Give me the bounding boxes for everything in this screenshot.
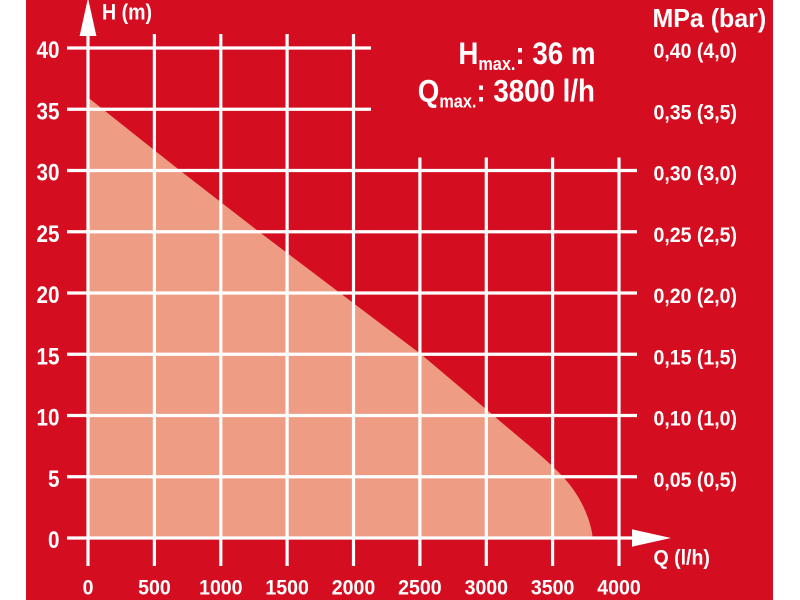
svg-text:1500: 1500 — [265, 577, 308, 600]
svg-text:Q (l/h): Q (l/h) — [654, 547, 710, 570]
svg-text:4000: 4000 — [597, 577, 640, 600]
svg-text:0: 0 — [48, 527, 59, 554]
svg-text:MPa (bar): MPa (bar) — [653, 5, 767, 34]
svg-text:0,30 (3,0): 0,30 (3,0) — [654, 163, 738, 186]
svg-text:20: 20 — [37, 282, 60, 309]
svg-text:0,25 (2,5): 0,25 (2,5) — [654, 224, 738, 247]
svg-text:30: 30 — [37, 159, 60, 186]
svg-text:3500: 3500 — [531, 577, 574, 600]
svg-text:25: 25 — [37, 220, 60, 247]
svg-text:15: 15 — [37, 343, 60, 370]
svg-text:10: 10 — [37, 404, 60, 431]
svg-text:35: 35 — [37, 98, 60, 125]
svg-text:3000: 3000 — [465, 577, 508, 600]
svg-text:500: 500 — [138, 577, 171, 600]
svg-text:0: 0 — [83, 577, 94, 600]
svg-text:2500: 2500 — [398, 577, 441, 600]
svg-text:0,05 (0,5): 0,05 (0,5) — [654, 469, 738, 492]
svg-text:0,35 (3,5): 0,35 (3,5) — [654, 102, 738, 125]
svg-text:2000: 2000 — [332, 577, 375, 600]
svg-text:40: 40 — [37, 37, 60, 64]
svg-text:0,20 (2,0): 0,20 (2,0) — [654, 285, 738, 308]
svg-text:0,40 (4,0): 0,40 (4,0) — [654, 40, 738, 63]
svg-text:0,15 (1,5): 0,15 (1,5) — [654, 347, 738, 370]
svg-text:5: 5 — [48, 465, 59, 492]
svg-text:Hmax.: 36 m: Hmax.: 36 m — [458, 36, 595, 74]
svg-text:H (m): H (m) — [102, 0, 152, 25]
svg-text:1000: 1000 — [199, 577, 242, 600]
svg-text:0,10 (1,0): 0,10 (1,0) — [654, 408, 738, 431]
